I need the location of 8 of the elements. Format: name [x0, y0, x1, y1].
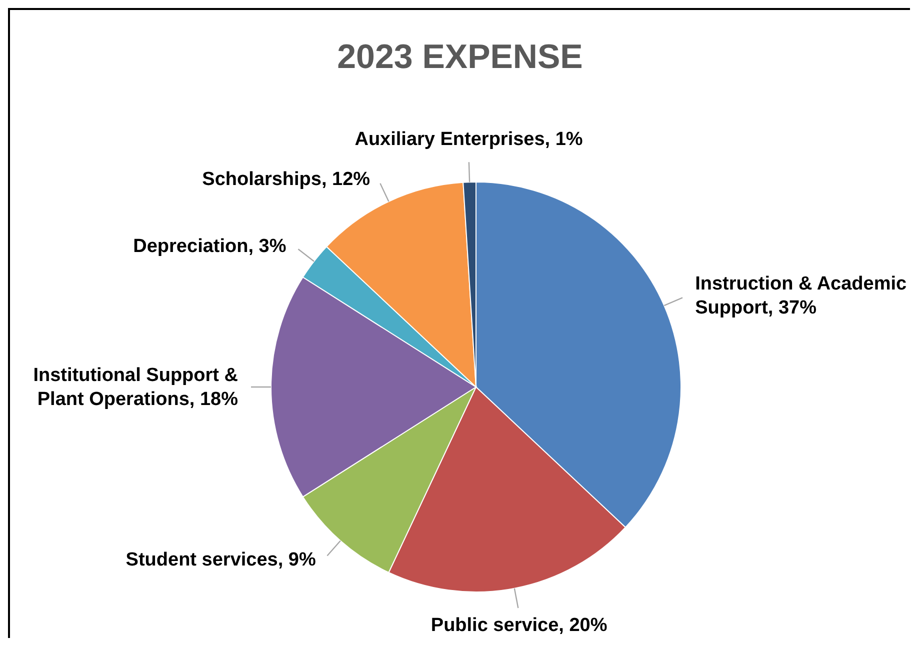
slice-label: Institutional Support & Plant Operations, 18% — [33, 365, 238, 410]
chart-title: 2023 EXPENSE — [336, 38, 584, 77]
slice-label: Depreciation, 3% — [133, 236, 286, 258]
slice-label: Auxiliary Enterprises, 1% — [354, 129, 583, 150]
slice-label: Student services, 9% — [126, 550, 316, 571]
slice-label: Instruction & Academic Support, 37% — [695, 274, 908, 319]
slice-label: Scholarships, 12% — [202, 168, 370, 190]
slice-label: Public service, 20% — [430, 614, 608, 636]
